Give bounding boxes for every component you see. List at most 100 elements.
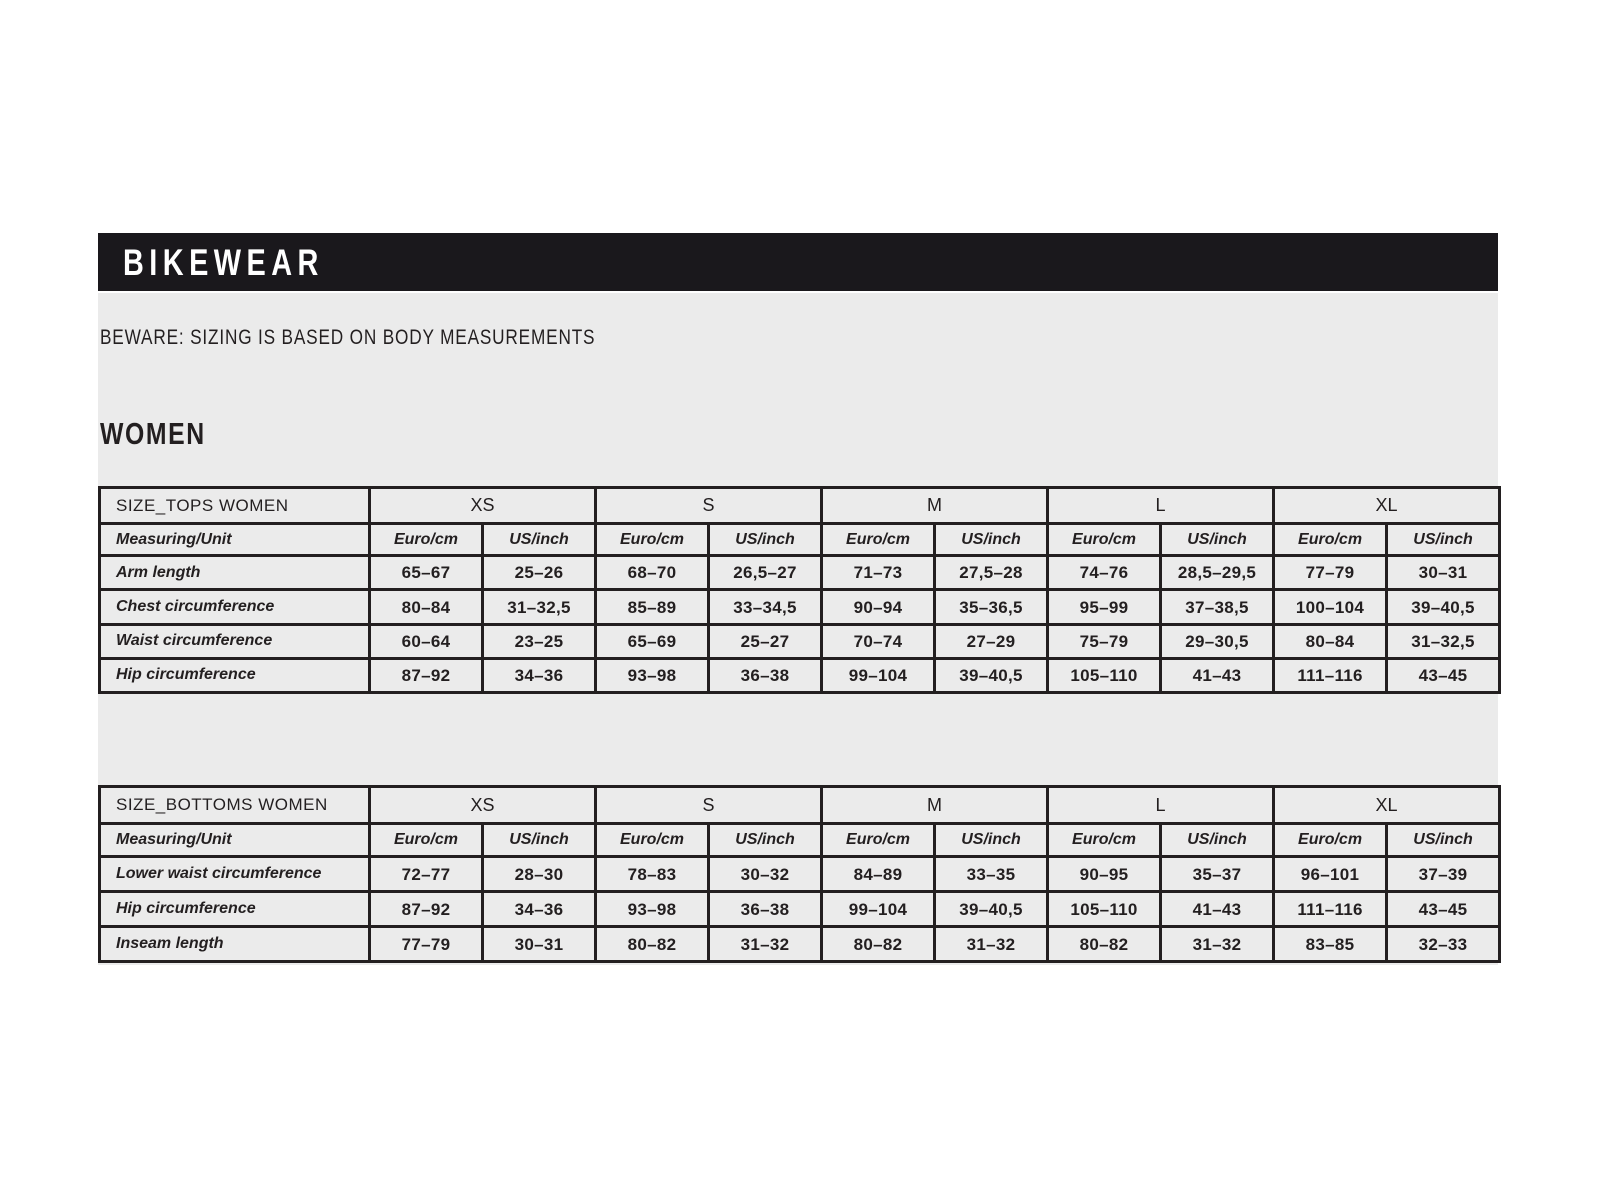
measurement-value-cell: 26,5–27 <box>707 554 824 592</box>
measurement-value-cell: 32–33 <box>1385 925 1502 963</box>
unit-header-cell: Euro/cm <box>1046 821 1163 859</box>
unit-header-cell: US/inch <box>933 821 1050 859</box>
size-header-cell: L <box>1046 785 1276 825</box>
measurement-value-cell: 31–32,5 <box>1385 622 1502 660</box>
measurement-value-cell: 70–74 <box>820 622 937 660</box>
chart-body: BEWARE: SIZING IS BASED ON BODY MEASUREM… <box>98 293 1502 965</box>
measurement-value-cell: 36–38 <box>707 890 824 928</box>
size-header-cell: L <box>1046 486 1276 525</box>
measurement-value-cell: 80–82 <box>594 925 711 963</box>
measurement-value-cell: 95–99 <box>1046 588 1163 626</box>
table-title-cell: SIZE_TOPS WOMEN <box>98 486 371 525</box>
table-row: Lower waist circumference 72–77 28–30 78–83… <box>98 855 1502 893</box>
unit-header-cell: US/inch <box>707 521 824 558</box>
measurement-value-cell: 90–94 <box>820 588 937 626</box>
unit-header-cell: Euro/cm <box>1046 521 1163 558</box>
unit-header-cell: US/inch <box>1159 521 1276 558</box>
row-label-cell: Lower waist circumference <box>98 855 371 893</box>
measurement-value-cell: 71–73 <box>820 554 937 592</box>
measurement-value-cell: 60–64 <box>368 622 484 660</box>
table-row: Arm length 65–67 25–26 68–70 26,5–27 71–73 27,… <box>98 554 1502 592</box>
measurement-value-cell: 41–43 <box>1159 656 1276 695</box>
section-title-women: WOMEN <box>100 416 206 451</box>
unit-label-cell: Measuring/Unit <box>98 821 371 859</box>
measurement-value-cell: 28–30 <box>480 855 598 893</box>
measurement-value-cell: 35–36,5 <box>933 588 1050 626</box>
table-row: Hip circumference 87–92 34–36 93–98 36–38 99–… <box>98 890 1502 928</box>
measurement-value-cell: 68–70 <box>594 554 711 592</box>
measurement-value-cell: 99–104 <box>820 890 937 928</box>
measurement-value-cell: 111–116 <box>1272 890 1389 928</box>
header-bar: BIKEWEAR <box>98 233 1498 291</box>
measurement-value-cell: 27–29 <box>933 622 1050 660</box>
measurement-value-cell: 80–82 <box>820 925 937 963</box>
table-title-cell: SIZE_BOTTOMS WOMEN <box>98 785 371 825</box>
size-header-row: SIZE_TOPS WOMEN XS S M L XL <box>98 486 1502 525</box>
measurement-value-cell: 87–92 <box>368 656 484 695</box>
measurement-value-cell: 30–31 <box>1385 554 1502 592</box>
measurement-value-cell: 35–37 <box>1159 855 1276 893</box>
measurement-value-cell: 31–32 <box>707 925 824 963</box>
unit-header-row: Measuring/Unit Euro/cm US/inch Euro/cm US/in… <box>98 521 1502 558</box>
row-label-cell: Hip circumference <box>98 656 371 695</box>
size-header-cell: S <box>594 785 824 825</box>
measurement-value-cell: 87–92 <box>368 890 484 928</box>
unit-header-cell: US/inch <box>707 821 824 859</box>
unit-header-cell: Euro/cm <box>1272 821 1389 859</box>
unit-header-cell: Euro/cm <box>820 821 937 859</box>
measurement-value-cell: 65–67 <box>368 554 484 592</box>
measurement-value-cell: 36–38 <box>707 656 824 695</box>
brand-title: BIKEWEAR <box>123 241 324 283</box>
measurement-value-cell: 93–98 <box>594 890 711 928</box>
measurement-value-cell: 96–101 <box>1272 855 1389 893</box>
measurement-value-cell: 99–104 <box>820 656 937 695</box>
measurement-value-cell: 25–26 <box>480 554 598 592</box>
measurement-value-cell: 43–45 <box>1385 890 1502 928</box>
size-header-row: SIZE_BOTTOMS WOMEN XS S M L XL <box>98 785 1502 825</box>
measurement-value-cell: 30–31 <box>480 925 598 963</box>
table-row: Inseam length 77–79 30–31 80–82 31–32 80–82 31… <box>98 925 1502 963</box>
unit-header-cell: US/inch <box>933 521 1050 558</box>
measurement-value-cell: 93–98 <box>594 656 711 695</box>
measurement-value-cell: 31–32 <box>933 925 1050 963</box>
measurement-value-cell: 83–85 <box>1272 925 1389 963</box>
unit-header-cell: US/inch <box>480 521 598 558</box>
measurement-value-cell: 28,5–29,5 <box>1159 554 1276 592</box>
measurement-value-cell: 105–110 <box>1046 656 1163 695</box>
measurement-value-cell: 39–40,5 <box>933 890 1050 928</box>
measurement-value-cell: 80–84 <box>1272 622 1389 660</box>
measurement-value-cell: 85–89 <box>594 588 711 626</box>
measurement-value-cell: 31–32,5 <box>480 588 598 626</box>
table-row: Chest circumference 80–84 31–32,5 85–89 33–3… <box>98 588 1502 626</box>
measurement-value-cell: 37–39 <box>1385 855 1502 893</box>
sizing-notice: BEWARE: SIZING IS BASED ON BODY MEASUREM… <box>100 326 596 349</box>
measurement-value-cell: 75–79 <box>1046 622 1163 660</box>
unit-header-cell: US/inch <box>1385 821 1502 859</box>
row-label-cell: Inseam length <box>98 925 371 963</box>
size-header-cell: XS <box>367 486 598 525</box>
measurement-value-cell: 78–83 <box>594 855 711 893</box>
measurement-value-cell: 80–82 <box>1046 925 1163 963</box>
measurement-value-cell: 27,5–28 <box>933 554 1050 592</box>
measurement-value-cell: 105–110 <box>1046 890 1163 928</box>
measurement-value-cell: 23–25 <box>480 622 598 660</box>
size-header-cell: XL <box>1272 785 1502 825</box>
row-label-cell: Arm length <box>98 554 371 592</box>
measurement-value-cell: 41–43 <box>1159 890 1276 928</box>
measurement-value-cell: 34–36 <box>480 656 598 695</box>
measurement-value-cell: 111–116 <box>1272 656 1389 695</box>
size-chart-document: BIKEWEAR BEWARE: SIZING IS BASED ON BODY… <box>98 233 1502 965</box>
measurement-value-cell: 33–34,5 <box>707 588 824 626</box>
measurement-value-cell: 90–95 <box>1046 855 1163 893</box>
size-header-cell: M <box>820 785 1050 825</box>
row-label-cell: Chest circumference <box>98 588 371 626</box>
measurement-value-cell: 72–77 <box>368 855 484 893</box>
unit-header-cell: US/inch <box>1159 821 1276 859</box>
unit-header-cell: US/inch <box>480 821 598 859</box>
size-tops-women-table: SIZE_TOPS WOMEN XS S M L XL Measuring/Unit Euro… <box>98 486 1502 695</box>
measurement-value-cell: 29–30,5 <box>1159 622 1276 660</box>
size-header-cell: M <box>820 486 1050 525</box>
unit-header-row: Measuring/Unit Euro/cm US/inch Euro/cm US/in… <box>98 821 1502 859</box>
measurement-value-cell: 39–40,5 <box>1385 588 1502 626</box>
